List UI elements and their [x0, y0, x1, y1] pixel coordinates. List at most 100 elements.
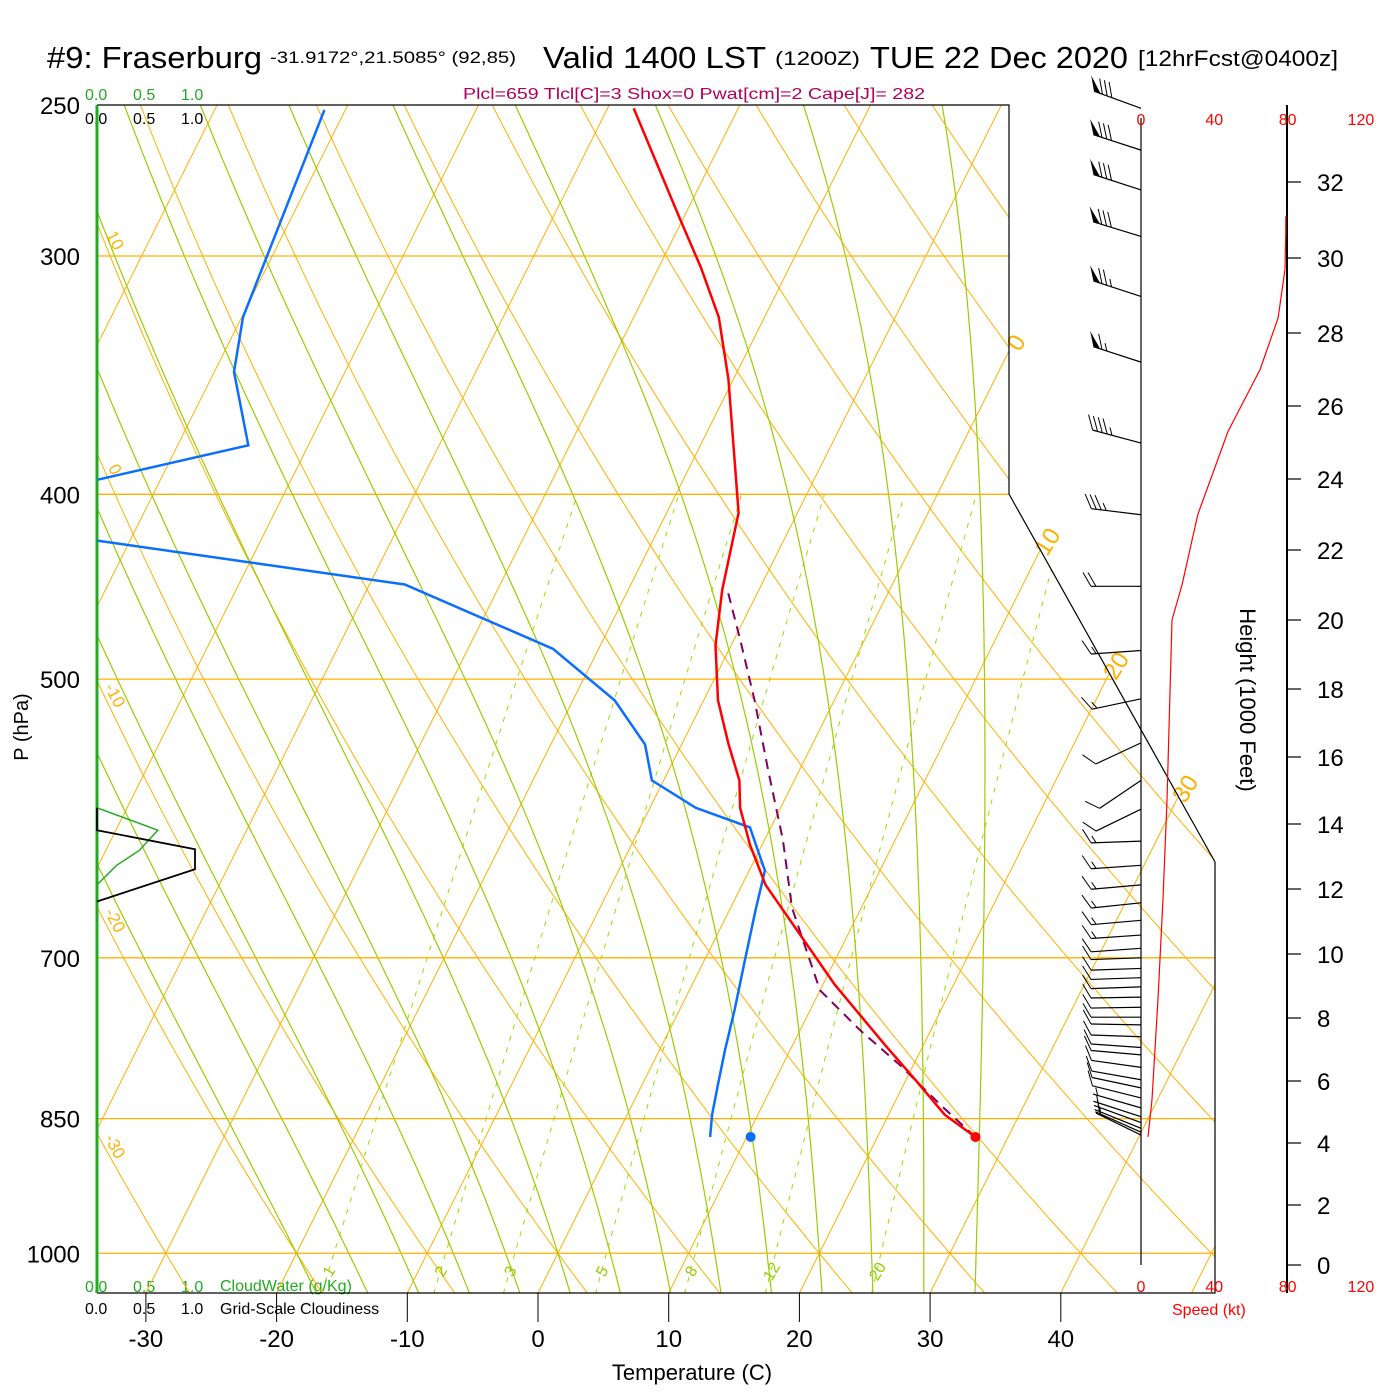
barb-staff [1091, 840, 1142, 844]
dry-adiabat-line [755, 105, 1215, 1293]
mixing-ratio-line [764, 494, 977, 1293]
barb-staff [1095, 742, 1142, 765]
barb-staff [1092, 1093, 1142, 1109]
valid-date: TUE 22 Dec 2020 [870, 40, 1128, 75]
stability-indices: Plcl=659 Tlcl[C]=3 Shox=0 Pwat[cm]=2 Cap… [463, 86, 925, 103]
height-tick-label: 6 [1317, 1069, 1330, 1096]
station-coordinates: -31.9172°,21.5085° (92,85) [270, 48, 516, 67]
station-title: #9: Fraserburg [47, 40, 262, 75]
dry-adiabat-line [97, 105, 324, 1293]
wind-barb [1082, 956, 1142, 971]
barb-pennant [1090, 331, 1101, 349]
wind-barb [1085, 1055, 1142, 1081]
barb-staff [1091, 957, 1142, 961]
scale-tick: 1.0 [181, 1279, 203, 1296]
barb-half [1091, 835, 1097, 843]
barb-full [1081, 938, 1092, 953]
wind-barb [1081, 924, 1142, 940]
dry-adiabat-line [491, 105, 1215, 1293]
isotherm-line [1191, 105, 1215, 1293]
dry-adiabat-label: -20 [101, 905, 129, 936]
wind-barb [1084, 493, 1142, 516]
isotherm-line [798, 105, 1215, 1293]
mixing-ratio-label: 12 [760, 1260, 784, 1284]
barb-half [1091, 881, 1097, 890]
barb-staff [1091, 977, 1142, 981]
dry-adiabat-line [97, 105, 191, 1293]
cloudiness-scale-top: 0.0 0.5 1.0 [85, 111, 203, 128]
pressure-axis-title: P (hPa) [11, 693, 33, 760]
scale-tick: 0.0 [85, 1301, 107, 1318]
mixing-ratio-label: 20 [866, 1260, 890, 1284]
height-tick-label: 14 [1317, 812, 1344, 839]
barb-staff [1095, 1111, 1142, 1133]
temperature-tick-label: 40 [1047, 1326, 1074, 1353]
mixing-ratio-line [594, 494, 825, 1293]
barb-staff [1091, 1034, 1142, 1038]
dry-adiabat-label: -10 [101, 680, 129, 711]
height-tick-label: 26 [1317, 394, 1344, 421]
barb-half [1102, 502, 1107, 511]
barb-staff [1099, 779, 1142, 809]
moist-adiabat-line [281, 105, 723, 1293]
barb-staff [1093, 221, 1142, 238]
barb-full [1081, 640, 1092, 655]
barb-full [1082, 821, 1097, 832]
height-tick-label: 32 [1317, 170, 1344, 197]
moist-adiabat-line [97, 105, 523, 1293]
barb-staff [1091, 986, 1142, 990]
isotherm-line [97, 105, 479, 1293]
wind-barb [1082, 1003, 1141, 1018]
barb-full [1087, 572, 1097, 587]
barb-staff [1093, 134, 1142, 151]
barb-full [1094, 494, 1102, 511]
barb-full [1084, 493, 1092, 509]
barb-pennant [1090, 265, 1101, 284]
wind-barb [1082, 742, 1142, 765]
barb-full [1082, 572, 1092, 587]
wind-barb [1090, 158, 1142, 191]
barb-full [1081, 875, 1092, 890]
cloud-profiles [96, 807, 196, 903]
barb-pennant [1089, 206, 1100, 224]
height-tick-label: 20 [1317, 608, 1344, 635]
barb-pennant [1091, 75, 1101, 94]
wind-barb [1090, 331, 1142, 363]
scale-tick: 1.0 [181, 87, 203, 104]
pressure-tick-label: 500 [40, 667, 80, 694]
barb-half [1104, 343, 1108, 352]
wind-speed-line [1147, 216, 1287, 1137]
dewpoint-line [97, 539, 767, 1138]
surface-temperature-marker [970, 1131, 981, 1142]
height-tick-label: 0 [1317, 1253, 1330, 1280]
barb-full [1107, 124, 1113, 141]
wind-barb [1081, 911, 1142, 926]
scale-tick: 0.5 [133, 87, 155, 104]
barb-full [1082, 984, 1092, 999]
wind-barb [1081, 894, 1142, 909]
wind-barb [1082, 808, 1142, 832]
barb-full [1083, 1020, 1092, 1036]
wind-barb [1081, 875, 1142, 890]
temperature-tick-label: 10 [655, 1326, 682, 1353]
pressure-tick-label: 850 [40, 1107, 80, 1134]
temperature-tick-label: -10 [390, 1326, 425, 1353]
barb-full [1082, 974, 1092, 989]
pressure-tick-label: 250 [40, 93, 80, 120]
height-tick-label: 12 [1317, 877, 1344, 904]
isotherm-line [406, 105, 1002, 1293]
sounding-profiles [97, 107, 977, 1139]
height-tick-label: 10 [1317, 942, 1344, 969]
barb-staff [1092, 1085, 1142, 1099]
speed-tick-label-top: 0 [1137, 112, 1146, 129]
temperature-tick-label: 30 [917, 1326, 944, 1353]
height-axis-title: Height (1000 Feet) [1235, 608, 1260, 791]
dry-adiabat-line [579, 105, 1215, 1293]
pressure-tick-label: 1000 [27, 1241, 80, 1268]
pressure-lines [97, 255, 1215, 1254]
mixing-ratio-line [433, 494, 680, 1293]
barb-staff [1093, 346, 1142, 363]
